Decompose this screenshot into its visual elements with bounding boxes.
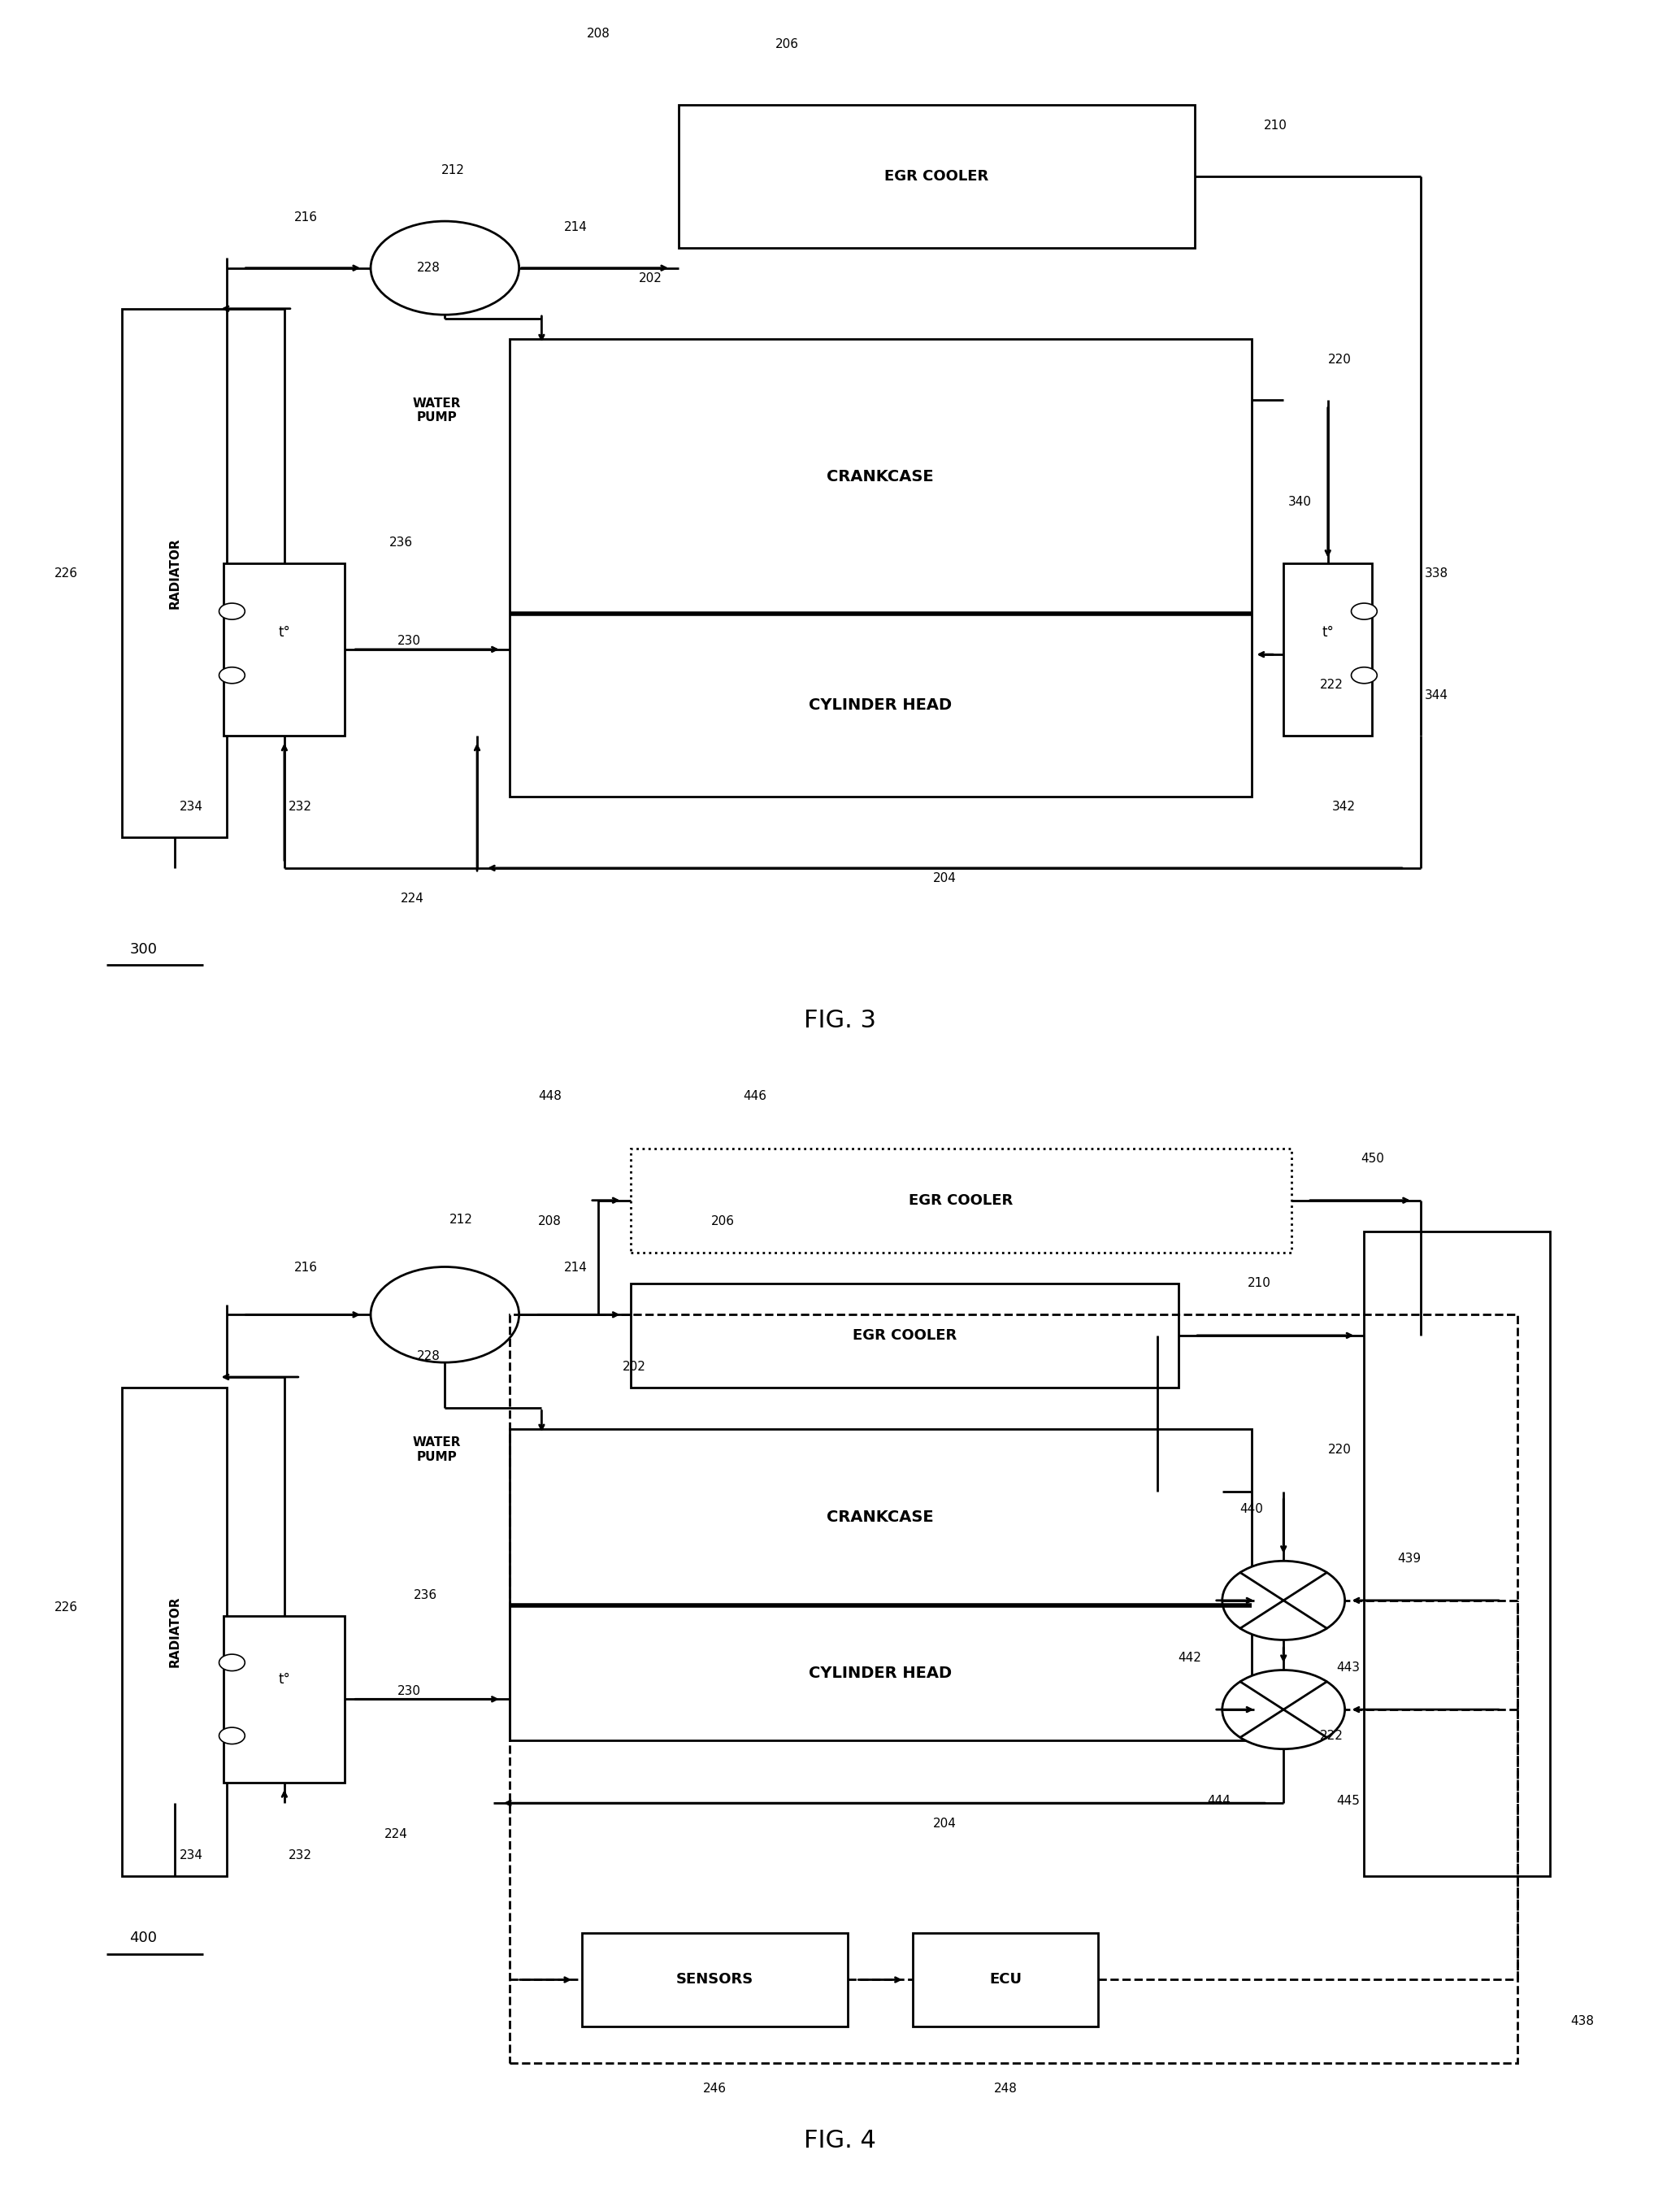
Text: CRANKCASE: CRANKCASE <box>827 469 934 484</box>
FancyBboxPatch shape <box>123 1389 227 1875</box>
Text: 448: 448 <box>538 1090 561 1103</box>
Text: 228: 228 <box>417 1351 440 1362</box>
Text: 216: 216 <box>294 210 318 223</box>
Text: 246: 246 <box>704 2083 727 2096</box>
Text: 450: 450 <box>1361 1152 1384 1165</box>
Text: 439: 439 <box>1398 1552 1421 1565</box>
Text: 210: 210 <box>1263 119 1287 133</box>
Text: 222: 222 <box>1320 679 1344 692</box>
Text: 216: 216 <box>294 1262 318 1274</box>
Text: 206: 206 <box>711 1216 734 1227</box>
FancyBboxPatch shape <box>630 1282 1179 1389</box>
Circle shape <box>371 1267 519 1362</box>
Text: EGR COOLER: EGR COOLER <box>852 1329 956 1342</box>
Text: 226: 226 <box>54 566 77 579</box>
FancyBboxPatch shape <box>509 338 1252 796</box>
Text: CYLINDER HEAD: CYLINDER HEAD <box>808 699 953 712</box>
Circle shape <box>218 604 245 619</box>
FancyBboxPatch shape <box>1364 1232 1549 1875</box>
Text: t°: t° <box>279 1672 291 1687</box>
Text: 202: 202 <box>638 272 662 285</box>
Text: 236: 236 <box>390 537 413 548</box>
FancyBboxPatch shape <box>581 1932 848 2027</box>
Text: 444: 444 <box>1208 1795 1231 1806</box>
Text: EGR COOLER: EGR COOLER <box>909 1194 1013 1207</box>
Text: 400: 400 <box>129 1930 158 1946</box>
Text: 222: 222 <box>1320 1729 1344 1742</box>
Bar <box>630 1148 1292 1251</box>
Text: FIG. 4: FIG. 4 <box>805 2129 875 2154</box>
Text: 232: 232 <box>289 1848 312 1862</box>
Text: SENSORS: SENSORS <box>677 1972 754 1988</box>
Text: 228: 228 <box>417 261 440 274</box>
Text: EGR COOLER: EGR COOLER <box>885 168 990 184</box>
Text: RADIATOR: RADIATOR <box>168 537 181 608</box>
Circle shape <box>1351 604 1378 619</box>
Text: 443: 443 <box>1336 1663 1359 1674</box>
Text: 300: 300 <box>129 942 158 957</box>
Circle shape <box>371 221 519 314</box>
Text: 338: 338 <box>1425 566 1448 579</box>
Text: WATER
PUMP: WATER PUMP <box>413 1437 460 1464</box>
Text: 440: 440 <box>1240 1503 1263 1515</box>
FancyBboxPatch shape <box>912 1932 1099 2027</box>
Text: 248: 248 <box>993 2083 1016 2096</box>
Circle shape <box>218 1654 245 1672</box>
Text: FIG. 3: FIG. 3 <box>803 1008 877 1033</box>
Text: 204: 204 <box>932 1817 956 1831</box>
Text: 232: 232 <box>289 800 312 814</box>
FancyBboxPatch shape <box>123 310 227 838</box>
Text: t°: t° <box>1322 626 1334 639</box>
Circle shape <box>1223 1561 1344 1641</box>
FancyBboxPatch shape <box>509 1428 1252 1740</box>
Text: 220: 220 <box>1329 1444 1352 1455</box>
Text: 212: 212 <box>449 1214 472 1227</box>
Text: 220: 220 <box>1329 354 1352 365</box>
FancyBboxPatch shape <box>223 564 344 736</box>
Text: ECU: ECU <box>990 1972 1021 1988</box>
Circle shape <box>1351 668 1378 683</box>
Text: 230: 230 <box>398 635 422 648</box>
Circle shape <box>218 1727 245 1744</box>
Text: t°: t° <box>279 626 291 639</box>
Text: 236: 236 <box>413 1590 437 1601</box>
Text: 226: 226 <box>54 1601 77 1614</box>
Text: 340: 340 <box>1289 495 1312 509</box>
Text: 214: 214 <box>564 1262 588 1274</box>
Text: 204: 204 <box>932 871 956 884</box>
Text: 342: 342 <box>1332 800 1356 814</box>
Text: 214: 214 <box>564 221 588 234</box>
Text: 224: 224 <box>385 1828 408 1840</box>
Text: 344: 344 <box>1425 690 1448 701</box>
Text: 445: 445 <box>1336 1795 1359 1806</box>
Text: CYLINDER HEAD: CYLINDER HEAD <box>808 1665 953 1680</box>
Text: 230: 230 <box>398 1685 422 1696</box>
Bar <box>509 1316 1517 2063</box>
Text: 438: 438 <box>1571 2014 1594 2027</box>
Text: RADIATOR: RADIATOR <box>168 1596 181 1667</box>
Text: 212: 212 <box>442 164 465 177</box>
Text: 210: 210 <box>1248 1278 1272 1289</box>
Text: 234: 234 <box>180 1848 203 1862</box>
Text: 202: 202 <box>622 1360 645 1373</box>
FancyBboxPatch shape <box>223 1616 344 1782</box>
Text: 206: 206 <box>776 38 800 51</box>
Text: 208: 208 <box>586 29 610 40</box>
FancyBboxPatch shape <box>1284 564 1373 736</box>
Text: 446: 446 <box>743 1090 766 1103</box>
Text: WATER
PUMP: WATER PUMP <box>413 398 460 425</box>
Text: 224: 224 <box>402 893 425 904</box>
Circle shape <box>218 668 245 683</box>
Circle shape <box>1223 1669 1344 1749</box>
Text: 208: 208 <box>538 1216 561 1227</box>
FancyBboxPatch shape <box>679 106 1194 248</box>
Text: CRANKCASE: CRANKCASE <box>827 1510 934 1526</box>
Text: 234: 234 <box>180 800 203 814</box>
Text: 442: 442 <box>1178 1652 1201 1663</box>
